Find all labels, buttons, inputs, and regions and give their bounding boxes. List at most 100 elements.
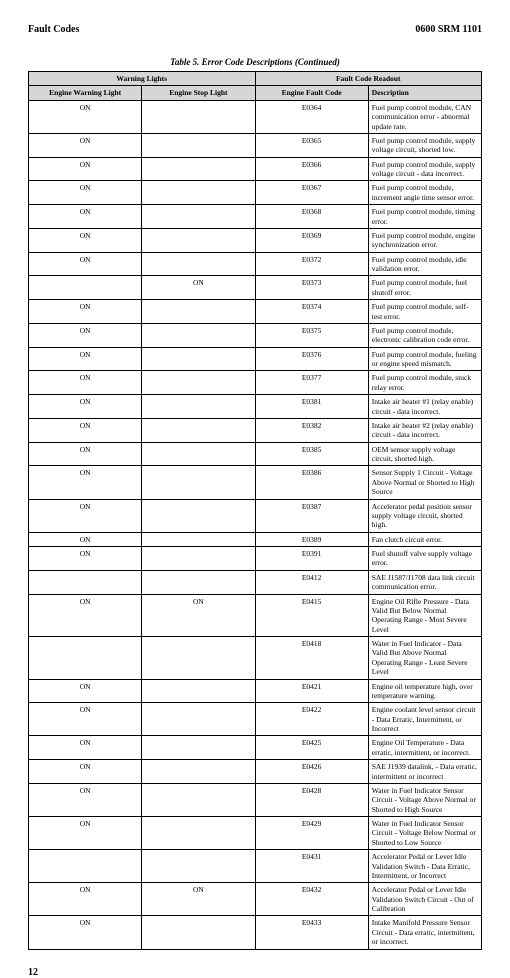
- table-row: ONE0369Fuel pump control module, engine …: [29, 228, 482, 252]
- cell-description: Intake Manifold Pressure Sensor Circuit …: [368, 916, 481, 949]
- group-header-warning: Warning Lights: [29, 72, 256, 86]
- cell-description: Fuel pump control module, increment angl…: [368, 181, 481, 205]
- table-row: E0412SAE J1587/J1708 data link circuit c…: [29, 570, 482, 594]
- table-row: ONE0366Fuel pump control module, supply …: [29, 157, 482, 181]
- cell-description: Engine oil temperature high, over temper…: [368, 679, 481, 703]
- cell-description: Fuel pump control module, supply voltage…: [368, 157, 481, 181]
- col-header-engine-stop: Engine Stop Light: [142, 86, 255, 100]
- cell-description: Fuel pump control module, self-test erro…: [368, 300, 481, 324]
- cell-engine-warning: ON: [29, 760, 142, 784]
- cell-description: Fuel pump control module, idle validatio…: [368, 252, 481, 276]
- cell-engine-warning: ON: [29, 323, 142, 347]
- cell-fault-code: E0426: [255, 760, 368, 784]
- cell-engine-warning: ON: [29, 418, 142, 442]
- cell-engine-stop: [142, 252, 255, 276]
- table-row: ON E0375Fuel pump control module, electro…: [29, 323, 482, 347]
- table-row: ON E0425Engine Oil Temperature - Data err…: [29, 736, 482, 760]
- cell-engine-stop: [142, 100, 255, 133]
- table-row: ONE0364Fuel pump control module, CAN com…: [29, 100, 482, 133]
- cell-engine-stop: [142, 703, 255, 736]
- cell-engine-stop: ON: [142, 276, 255, 300]
- cell-description: Fuel pump control module, fueling or eng…: [368, 347, 481, 371]
- cell-engine-warning: [29, 570, 142, 594]
- cell-description: SAE J1587/J1708 data link circuit commun…: [368, 570, 481, 594]
- cell-fault-code: E0428: [255, 783, 368, 816]
- cell-description: Accelerator pedal position sensor supply…: [368, 499, 481, 532]
- table-row: ONE0386Sensor Supply 1 Circuit - Voltage…: [29, 466, 482, 499]
- cell-fault-code: E0432: [255, 883, 368, 916]
- table-body: ONE0364Fuel pump control module, CAN com…: [29, 100, 482, 949]
- cell-engine-warning: ON: [29, 499, 142, 532]
- cell-engine-warning: [29, 637, 142, 680]
- cell-engine-warning: ON: [29, 228, 142, 252]
- table-row: ONONE0415Engine Oil Rifle Pressure - Dat…: [29, 594, 482, 637]
- cell-engine-warning: ON: [29, 736, 142, 760]
- page: Fault Codes 0600 SRM 1101 Table 5. Error…: [28, 24, 482, 950]
- cell-fault-code: E0389: [255, 532, 368, 546]
- cell-engine-warning: ON: [29, 547, 142, 571]
- cell-engine-stop: [142, 547, 255, 571]
- cell-description: Fuel pump control module, electronic cal…: [368, 323, 481, 347]
- page-number: 12: [28, 967, 38, 978]
- cell-engine-stop: [142, 181, 255, 205]
- cell-description: Water in Fuel Indicator - Data Valid But…: [368, 637, 481, 680]
- cell-engine-stop: [142, 300, 255, 324]
- cell-engine-warning: ON: [29, 703, 142, 736]
- cell-fault-code: E0364: [255, 100, 368, 133]
- cell-engine-warning: ON: [29, 100, 142, 133]
- cell-fault-code: E0373: [255, 276, 368, 300]
- cell-engine-stop: [142, 442, 255, 466]
- cell-engine-warning: ON: [29, 916, 142, 949]
- cell-description: OEM sensor supply voltage circuit, short…: [368, 442, 481, 466]
- cell-engine-warning: ON: [29, 783, 142, 816]
- table-row: ONE0389Fan clutch circuit error.: [29, 532, 482, 546]
- cell-fault-code: E0391: [255, 547, 368, 571]
- cell-description: Engine Oil Temperature - Data erratic, i…: [368, 736, 481, 760]
- cell-engine-warning: ON: [29, 133, 142, 157]
- cell-description: Fuel pump control module, stuck relay er…: [368, 371, 481, 395]
- cell-fault-code: E0375: [255, 323, 368, 347]
- cell-engine-warning: ON: [29, 347, 142, 371]
- cell-fault-code: E0367: [255, 181, 368, 205]
- cell-engine-warning: ON: [29, 817, 142, 850]
- table-row: ON E0376Fuel pump control module, fueling…: [29, 347, 482, 371]
- cell-fault-code: E0385: [255, 442, 368, 466]
- cell-fault-code: E0377: [255, 371, 368, 395]
- cell-engine-stop: [142, 679, 255, 703]
- table-row: ONE0368Fuel pump control module, timing …: [29, 205, 482, 229]
- cell-engine-stop: [142, 205, 255, 229]
- cell-fault-code: E0429: [255, 817, 368, 850]
- cell-engine-stop: [142, 760, 255, 784]
- cell-fault-code: E0366: [255, 157, 368, 181]
- cell-engine-warning: [29, 276, 142, 300]
- header-left: Fault Codes: [28, 24, 79, 35]
- group-header-readout: Fault Code Readout: [255, 72, 482, 86]
- table-row: ON E0428Water in Fuel Indicator Sensor Ci…: [29, 783, 482, 816]
- cell-engine-stop: [142, 347, 255, 371]
- cell-fault-code: E0425: [255, 736, 368, 760]
- cell-description: Intake air heater #2 (relay enable) circ…: [368, 418, 481, 442]
- cell-engine-stop: [142, 817, 255, 850]
- cell-description: Water in Fuel Indicator Sensor Circuit -…: [368, 783, 481, 816]
- cell-engine-stop: ON: [142, 883, 255, 916]
- cell-engine-stop: [142, 371, 255, 395]
- cell-fault-code: E0412: [255, 570, 368, 594]
- cell-engine-stop: ON: [142, 594, 255, 637]
- cell-engine-stop: [142, 637, 255, 680]
- cell-engine-warning: ON: [29, 395, 142, 419]
- cell-fault-code: E0376: [255, 347, 368, 371]
- cell-description: Engine coolant level sensor circuit - Da…: [368, 703, 481, 736]
- cell-engine-warning: ON: [29, 883, 142, 916]
- table-row: ONE0367Fuel pump control module, increme…: [29, 181, 482, 205]
- table-row: E0431Accelerator Pedal or Lever Idle Val…: [29, 850, 482, 883]
- cell-engine-stop: [142, 133, 255, 157]
- table-row: E0418Water in Fuel Indicator - Data Vali…: [29, 637, 482, 680]
- cell-description: Fuel pump control module, supply voltage…: [368, 133, 481, 157]
- cell-engine-stop: [142, 395, 255, 419]
- page-header: Fault Codes 0600 SRM 1101: [28, 24, 482, 35]
- cell-fault-code: E0368: [255, 205, 368, 229]
- table-row: ONE0372Fuel pump control module, idle va…: [29, 252, 482, 276]
- cell-fault-code: E0415: [255, 594, 368, 637]
- cell-fault-code: E0418: [255, 637, 368, 680]
- col-header-description: Description: [368, 86, 481, 100]
